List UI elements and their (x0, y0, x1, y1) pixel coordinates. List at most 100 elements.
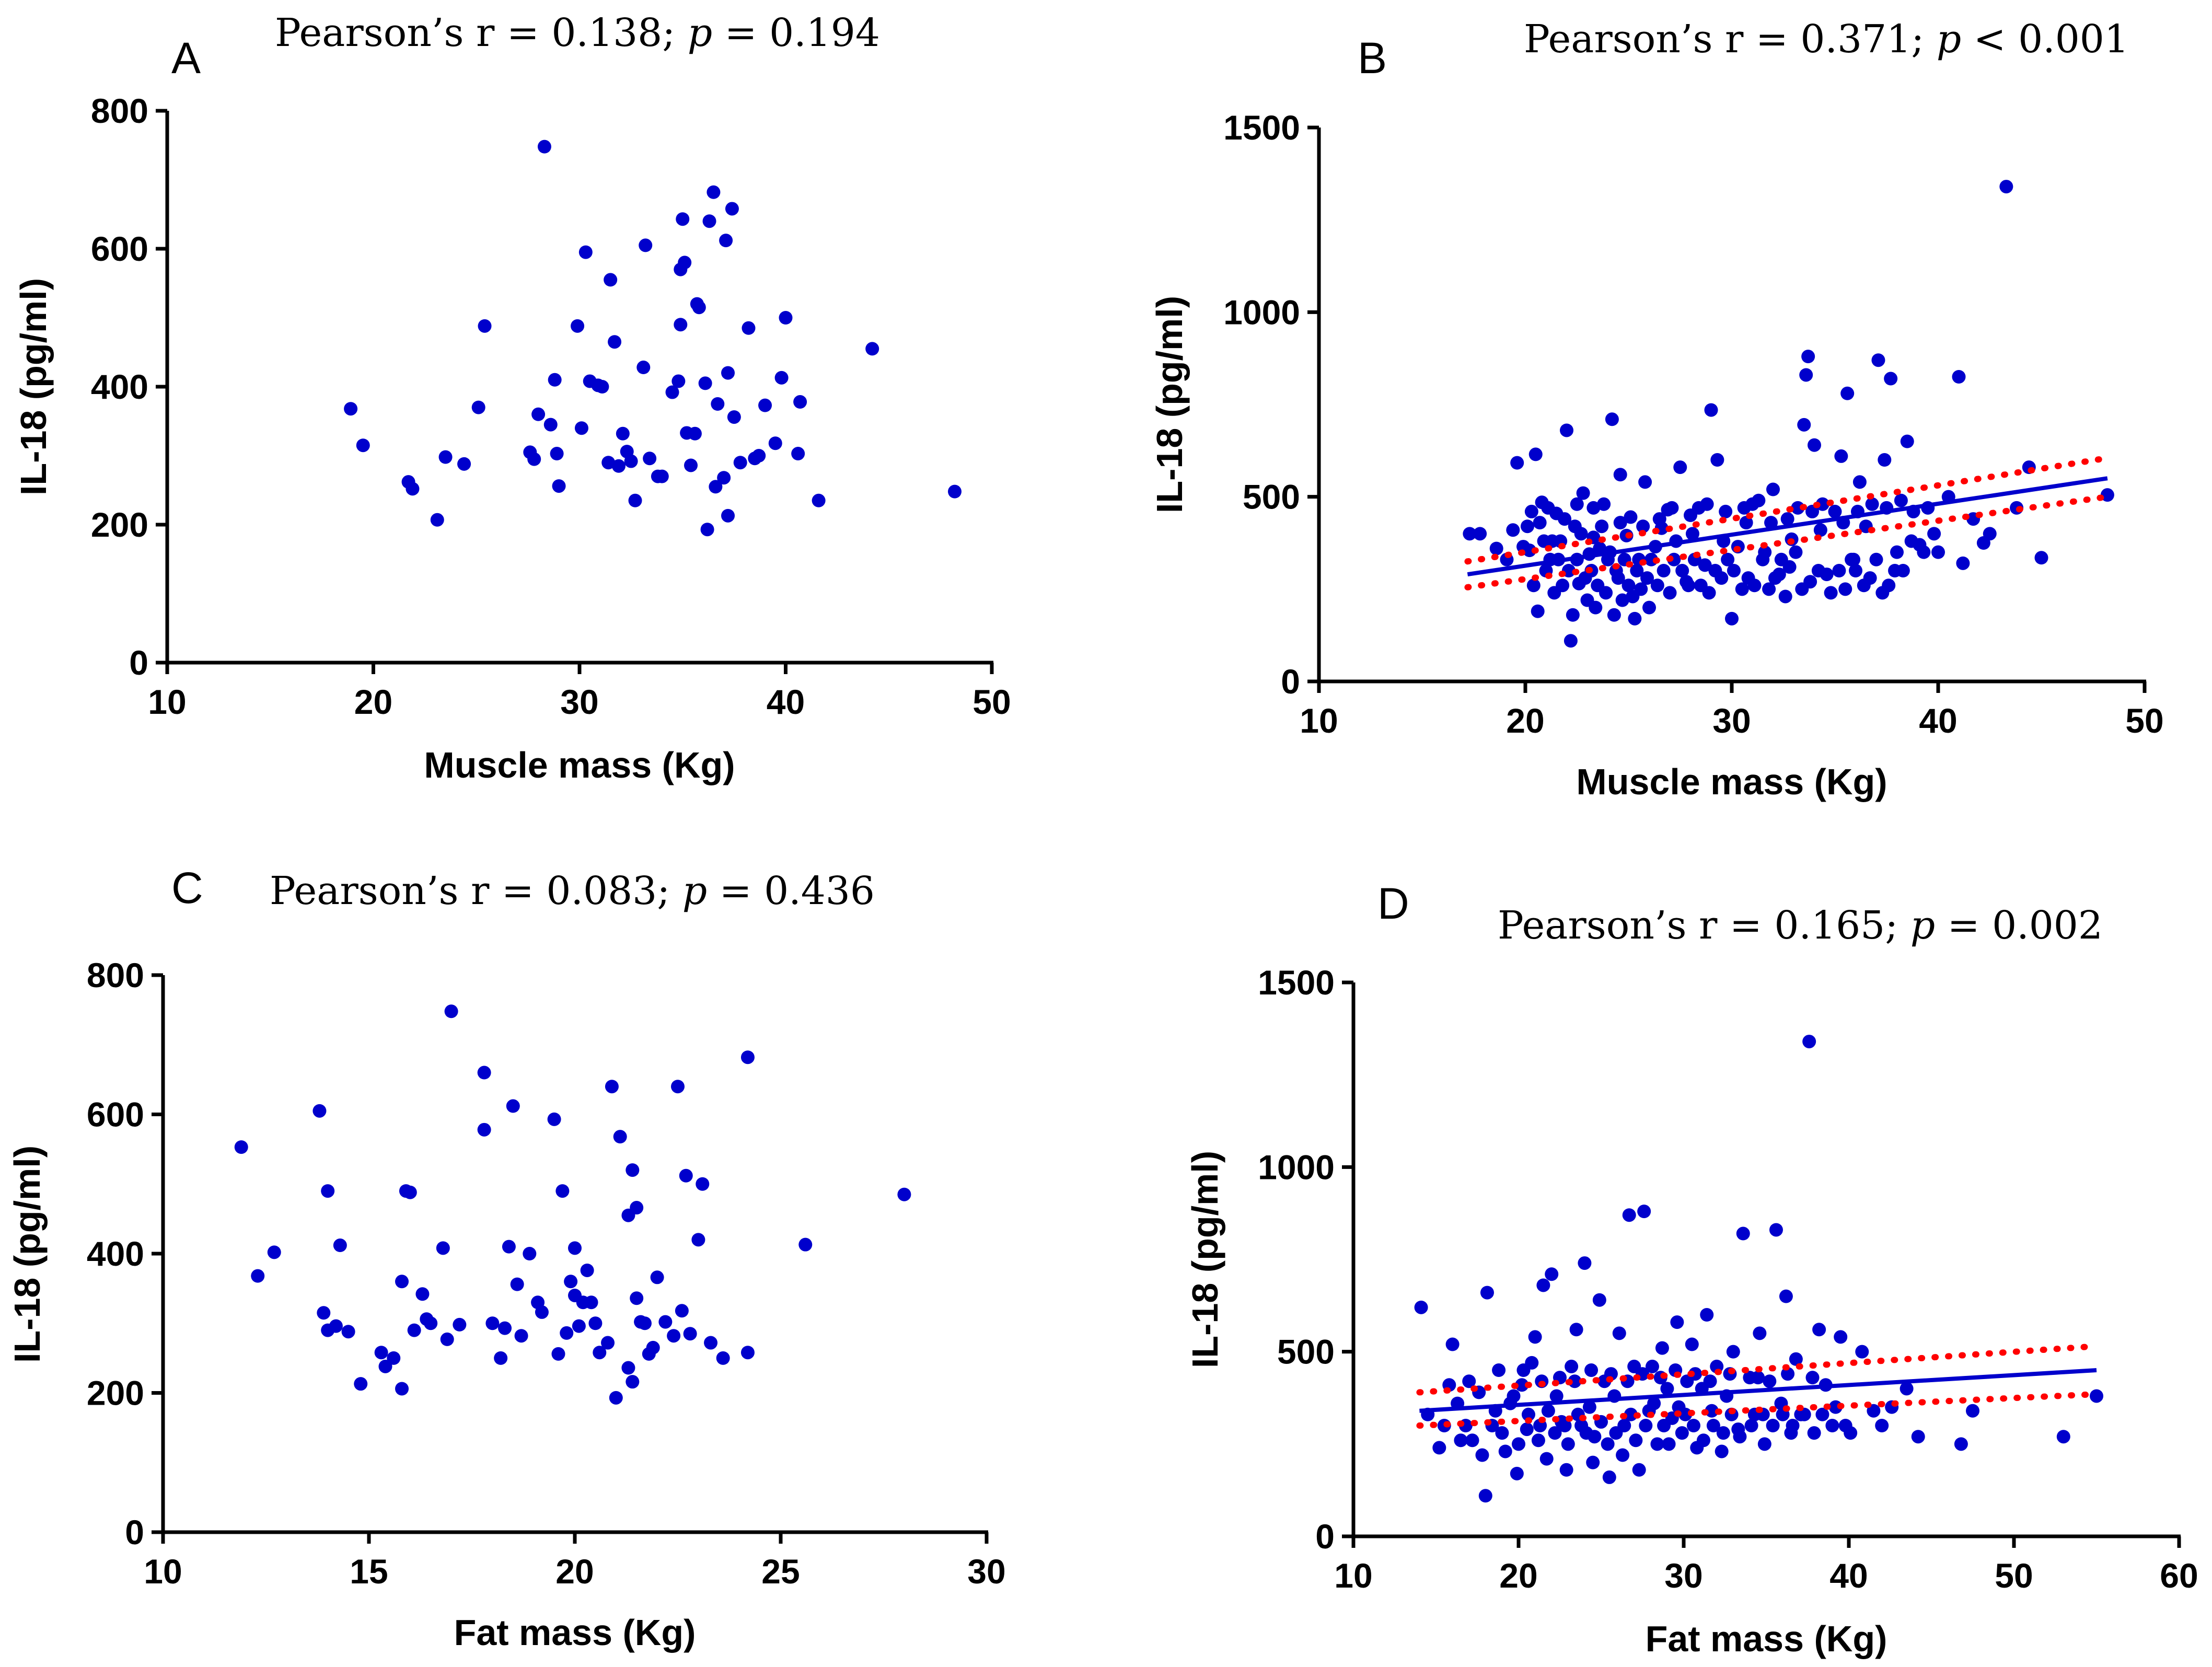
panel-a-data-point (608, 335, 622, 349)
panel-d-letter: D (1377, 879, 1409, 928)
panel-b-regression-line (1467, 476, 2108, 577)
panel-d-data-point (1686, 1419, 1700, 1432)
panel-c-data-point (424, 1316, 438, 1330)
panel-a-data-point (676, 212, 690, 226)
panel-b-data-point (1727, 564, 1741, 577)
panel-a-data-point (624, 454, 638, 468)
panel-d-data-point (1622, 1208, 1636, 1222)
panel-d-data-point (1700, 1308, 1714, 1322)
panel-d-plot: 10 20 30 40 50 60 0 500 1000 1500 (1258, 963, 2198, 1595)
panel-c-data-point (683, 1327, 697, 1341)
panel-b-data-point (1952, 370, 1966, 384)
panel-d-data-point (1867, 1404, 1881, 1418)
panel-b-data-point (1799, 368, 1813, 382)
panel-a-data-point (768, 436, 782, 450)
panel-d-data-point (1624, 1407, 1638, 1421)
panel-b-data-point (1737, 501, 1751, 515)
panel-b-data-point (1510, 456, 1524, 470)
panel-c-data-point (453, 1317, 467, 1332)
panel-d-data-point (1855, 1345, 1869, 1359)
panel-b-data-point (1904, 534, 1918, 548)
panel-b-data-point (1622, 578, 1636, 593)
panel-b-data-point (1615, 593, 1629, 607)
panel-a-data-point (674, 318, 688, 332)
panel-d-data-point (1838, 1419, 1852, 1432)
panel-c-data-point (897, 1187, 911, 1201)
panel-d-data-point (1582, 1400, 1596, 1414)
panel-d-data-point (1612, 1326, 1626, 1340)
panel-b-data-point (1564, 634, 1578, 648)
panel-a-y-tick-label: 800 (91, 91, 148, 130)
panel-b-data-point (1593, 541, 1607, 555)
panel-c-data-point (354, 1377, 368, 1391)
panel-b-data-point (1999, 180, 2013, 194)
panel-c-data-point (555, 1184, 570, 1198)
panel-d-data-point (1498, 1444, 1512, 1458)
panel-c-data-point (321, 1184, 335, 1198)
panel-b-ci-upper-line (1464, 455, 2111, 565)
panel-a-letter: A (171, 33, 201, 83)
panel-c-data-point (650, 1270, 664, 1284)
panel-a-data-point (702, 214, 716, 228)
panel-c-data-point (535, 1305, 549, 1319)
panel-c-data-point (436, 1241, 450, 1255)
panel-b-data-point (1956, 556, 1970, 570)
panel-a-x-tick-label: 20 (354, 682, 392, 721)
panel-d-data-point (1609, 1426, 1623, 1440)
panel-c-data-point (395, 1382, 409, 1396)
panel-a-y-tick-label: 0 (129, 643, 148, 682)
panel-a-data-point (616, 426, 630, 441)
panel-c-data-point (403, 1185, 417, 1199)
panel-c-data-point (498, 1321, 512, 1335)
panel-a-data-point (578, 245, 593, 259)
panel-d-x-tick-label: 20 (1499, 1556, 1537, 1595)
panel-a-data-point (636, 361, 651, 375)
panel-a-x-tick-label: 50 (972, 682, 1011, 721)
panel-b-data-point (1801, 350, 1815, 364)
panel-d-data-point (2056, 1430, 2070, 1444)
panel-d-data-point (1825, 1419, 1839, 1432)
panel-d-data-point (1779, 1289, 1793, 1303)
panel-d-data-point (1432, 1441, 1446, 1455)
panel-b-data-point (1698, 558, 1712, 572)
panel-c-data-point (374, 1346, 388, 1360)
panel-a-data-point (947, 484, 962, 499)
panel-d-data-point (1586, 1455, 1600, 1469)
panel-d-y-tick-label: 0 (1315, 1517, 1335, 1556)
panel-b-data-point (1595, 519, 1609, 534)
panel-b-data-point (1756, 552, 1770, 566)
panel-b-data-point (1808, 438, 1821, 452)
panel-d-x-tick-label: 10 (1334, 1556, 1372, 1595)
panel-c-letter: C (171, 863, 203, 912)
panel-c-data-point (580, 1263, 594, 1277)
panel-b-data-point (1650, 578, 1664, 593)
panel-b-data-point (1574, 527, 1588, 541)
panel-c-data-point (588, 1316, 603, 1330)
panel-b-data-point (1840, 386, 1855, 400)
panel-c-data-point (485, 1316, 500, 1330)
panel-d-y-tick-label: 500 (1277, 1333, 1335, 1371)
panel-d-data-point (1834, 1330, 1848, 1344)
panel-a-data-point (733, 456, 747, 470)
panel-c-data-point (407, 1323, 421, 1337)
panel-b-y-tick-label: 0 (1281, 662, 1300, 701)
panel-d-data-point (1637, 1205, 1651, 1219)
panel-a-data-point (438, 450, 453, 464)
panel-d-data-point (1812, 1323, 1826, 1337)
panel-b-data-point (1682, 578, 1696, 593)
panel-c: C Pearson’s r = 0.083; p = 0.436 10 15 20 2… (7, 863, 1006, 1653)
panel-c-data-point (667, 1329, 681, 1343)
panel-c-data-point (523, 1247, 537, 1260)
panel-b-data-point (1630, 564, 1644, 577)
panel-d-data-point (1495, 1426, 1509, 1440)
panel-c-data-point (626, 1163, 640, 1177)
panel-c-data-point (568, 1241, 582, 1255)
panel-c-x-tick-label: 30 (967, 1552, 1005, 1591)
panel-d-x-axis-label: Fat mass (Kg) (1646, 1618, 1887, 1659)
panel-c-data-point (671, 1080, 685, 1094)
panel-a-data-point (531, 407, 546, 421)
panel-d-data-point (1875, 1419, 1889, 1432)
panel-b-y-tick-label: 1500 (1223, 108, 1300, 147)
panel-b-data-point (1838, 582, 1852, 596)
